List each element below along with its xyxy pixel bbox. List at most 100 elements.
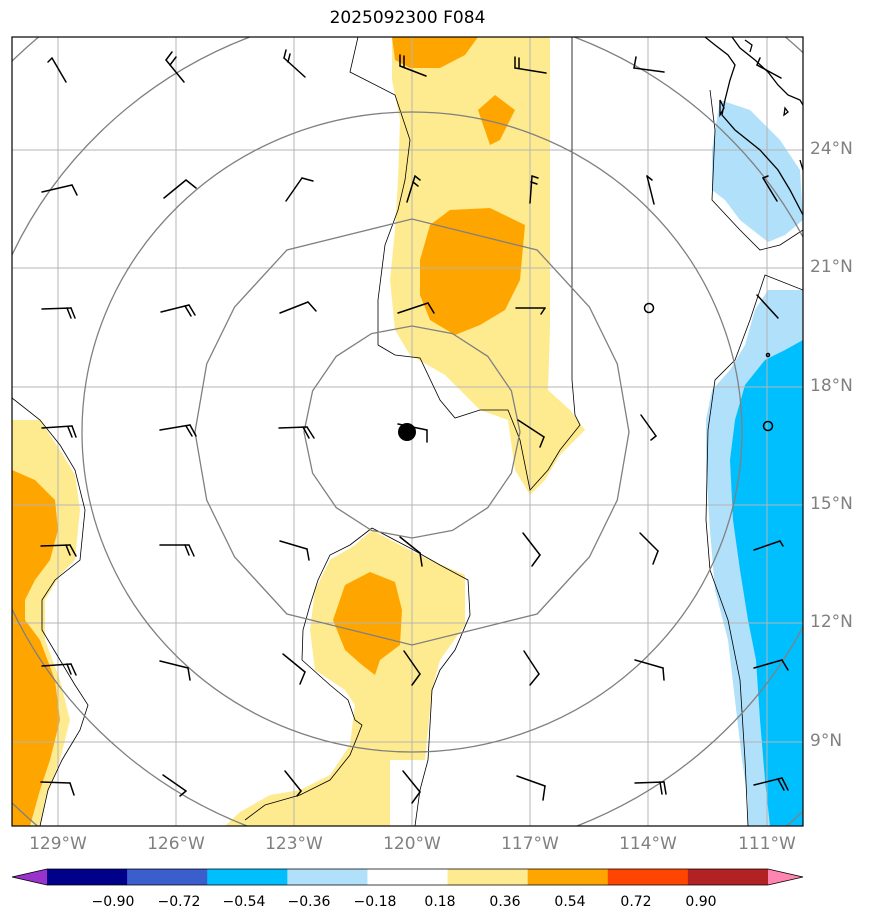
wind-barb [41,663,77,676]
central-orange-mid [420,208,525,335]
lat-label-12n: 12°N [810,612,853,632]
colorbar-segment [768,869,803,885]
positive-anomaly-regions [12,37,585,826]
colorbar-tick: −0.72 [157,894,201,910]
wind-barb [515,307,546,315]
wind-barb [285,177,314,202]
lat-label-21n: 21°N [810,257,853,277]
lon-label-111w: 111°W [738,834,796,854]
wind-barb [41,425,77,438]
lat-label-18n: 18°N [810,376,853,396]
wind-barb [517,419,545,448]
wind-barb [516,775,546,801]
wind-barb [283,49,306,78]
colorbar-tick: −0.36 [287,894,331,910]
lat-label-24n: 24°N [810,139,853,159]
wind-barb [639,532,659,565]
wind-barb [47,57,67,83]
colorbar-segment [47,869,128,885]
lon-label-120w: 120°W [383,834,441,854]
wind-barb [399,536,423,567]
wind-barb [284,770,302,797]
range-ring-3 [81,111,743,753]
wind-barb [41,307,76,319]
lat-label-9n: 9°N [810,731,843,751]
wind-barb [41,184,78,196]
west-orange-top [12,470,58,620]
colorbar-tick: 0.36 [489,894,521,910]
wind-barb [159,424,197,437]
wind-barb [753,540,784,551]
lon-label-129w: 129°W [29,834,87,854]
colorbar-segment [287,869,368,885]
range-ring-1 [303,325,521,539]
wind-barb [160,304,196,317]
wind-barb [762,175,778,202]
wind-barb [162,774,187,797]
wind-barb [279,540,310,561]
wind-barb [40,781,75,796]
wind-barb [403,650,421,686]
colorbar-segment [607,869,689,885]
wind-barb [633,56,665,73]
wind-barb [282,653,306,685]
wind-barb [640,414,657,441]
wind-barb [163,179,197,199]
colorbar-tick: 0.54 [554,894,586,910]
calm-wind-markers [643,302,774,432]
wind-barb [756,294,779,319]
calm-circle [765,352,771,358]
colorbar-segment [367,869,449,885]
wind-barb [402,770,421,804]
lon-label-114w: 114°W [619,834,677,854]
lon-label-126w: 126°W [147,834,205,854]
wind-barb [278,426,315,439]
colorbar-segment [687,869,769,885]
colorbar-segment [12,869,47,885]
northeast-light-blue [712,100,803,242]
wind-barb [522,532,541,567]
colorbar-segment [207,869,288,885]
wind-barb [397,302,435,314]
wind-barb [634,659,665,681]
central-orange-small [478,95,515,145]
map-frame [11,36,804,827]
wind-barb [523,650,540,686]
colorbar-tick: 0.18 [424,894,456,910]
range-ring-2 [194,218,630,646]
colorbar-segment [127,869,208,885]
lat-label-15n: 15°N [810,494,853,514]
wind-barb [406,175,421,203]
wind-barbs [40,49,789,804]
wind-barb [514,56,547,74]
wind-barb [756,57,782,79]
storm-center-marker [398,423,416,441]
colorbar-segment [527,869,609,885]
colorbar [11,868,804,886]
map-title: 2025092300 F084 [329,8,486,28]
calm-circle [762,420,774,432]
wind-barb [40,544,77,557]
wind-barb [634,781,667,795]
wind-barb [646,175,655,205]
lon-label-117w: 117°W [501,834,559,854]
wind-barb [159,660,191,681]
wind-barb [399,54,427,77]
wind-barb [165,51,185,83]
central-orange-top [392,37,478,68]
wind-barb [753,659,789,671]
colorbar-tick: 0.90 [685,894,717,910]
calm-circle [643,302,655,314]
wind-barb [159,544,195,557]
colorbar-tick: 0.72 [620,894,652,910]
colorbar-tick: −0.54 [222,894,266,910]
lon-label-123w: 123°W [265,834,323,854]
contour-outlines [12,37,803,826]
colorbar-tick: −0.18 [353,894,397,910]
colorbar-segment [447,869,529,885]
wind-barb [753,777,789,791]
colorbar-outline [11,868,804,886]
